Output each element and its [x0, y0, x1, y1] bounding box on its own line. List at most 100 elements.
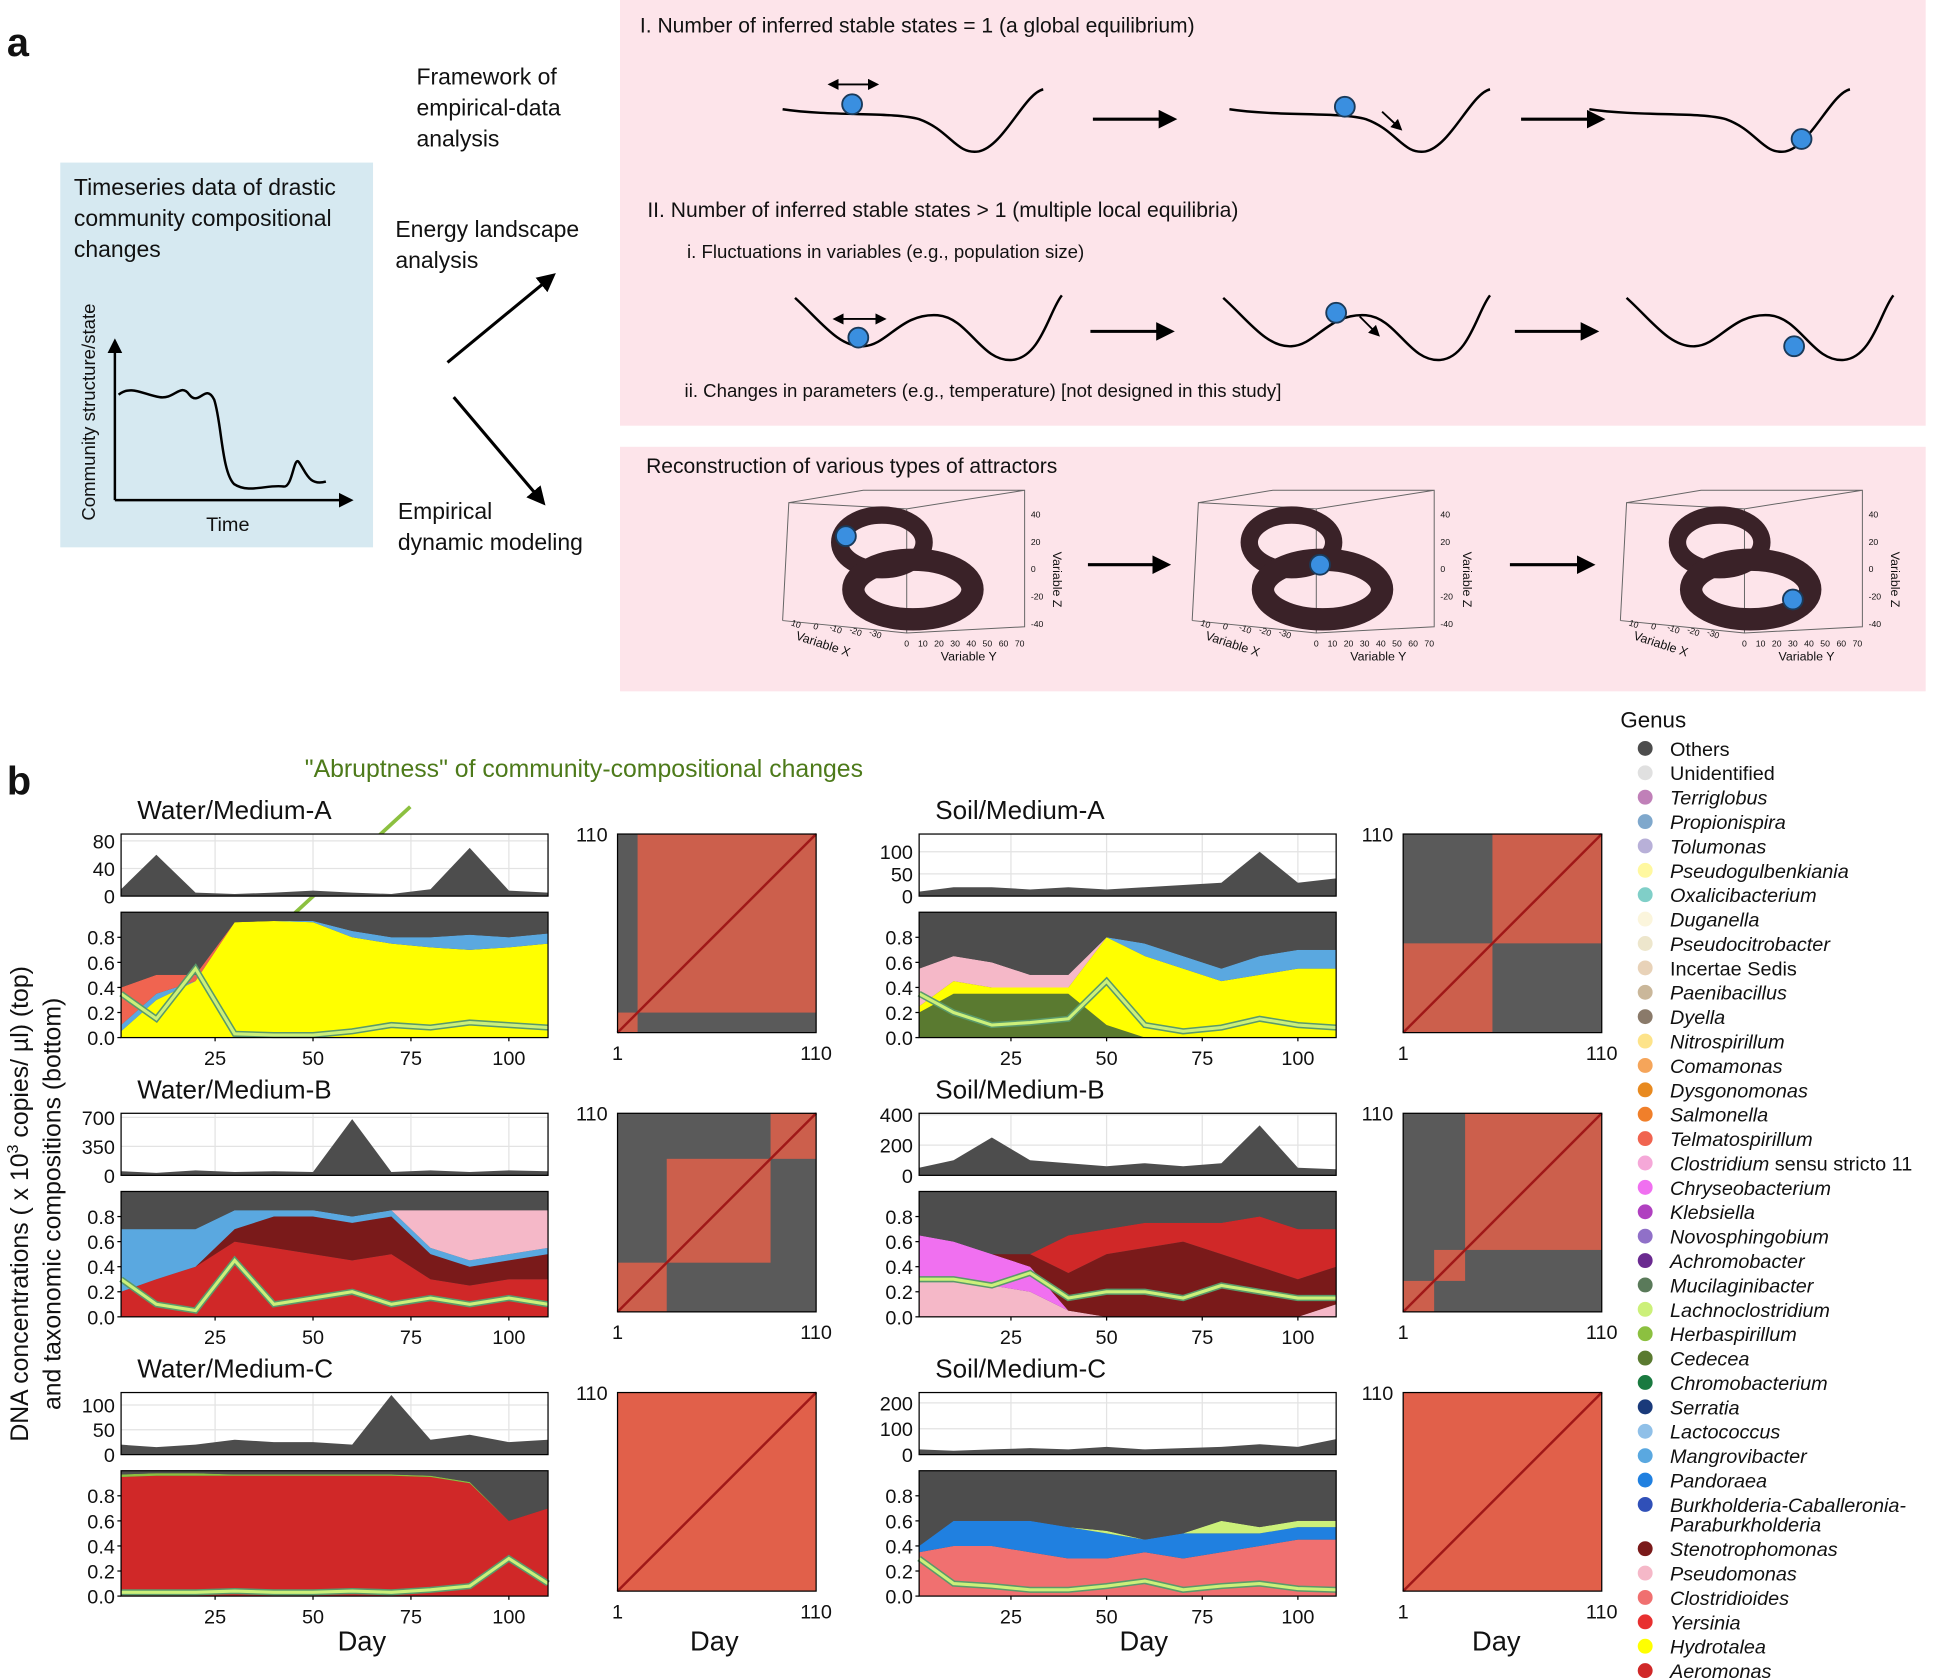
legend-marker [1637, 789, 1653, 805]
label: 40 [1031, 510, 1041, 520]
label: 350 [82, 1137, 115, 1159]
legend-marker [1637, 936, 1653, 951]
label: Stenotrophomonas [1670, 1539, 1838, 1561]
y-axis-label-part: copies/ µl) (top) [7, 966, 34, 1144]
label: 20 [1869, 537, 1879, 547]
label: 0.0 [885, 1307, 913, 1329]
legend-marker [1637, 1228, 1653, 1244]
label: -40 [1440, 619, 1453, 629]
label: 0.2 [885, 1003, 913, 1025]
label: 110 [1586, 1322, 1618, 1344]
label: 10 [918, 639, 928, 649]
label: 1 [1398, 1322, 1409, 1344]
label: 30 [950, 639, 960, 649]
label: 0 [1869, 564, 1874, 574]
landscape [1589, 88, 1851, 153]
label: Terriglobus [1670, 788, 1768, 810]
stack-area [919, 937, 1337, 1007]
label: 40 [1376, 639, 1386, 649]
label: 40 [93, 859, 115, 881]
label: Telmatospirillum [1670, 1129, 1813, 1151]
energy-box [620, 0, 1926, 426]
legend-marker [1637, 1057, 1653, 1073]
label: -20 [1258, 625, 1273, 639]
label: Framework of [416, 63, 557, 89]
legend-marker [1637, 1155, 1653, 1171]
stack-area [919, 912, 1337, 975]
label: Dysgonomonas [1670, 1080, 1808, 1102]
ball [1325, 301, 1348, 324]
label: Lactococcus [1670, 1422, 1780, 1444]
label: -20 [1440, 591, 1453, 601]
label: 100 [1281, 1606, 1314, 1628]
label: and taxonomic compositions (bottom) [39, 998, 66, 1410]
label: 60 [1408, 639, 1418, 649]
label: 0 [1031, 564, 1036, 574]
landscape [794, 294, 1063, 362]
legend-marker [1637, 1326, 1653, 1342]
label: 20 [1440, 537, 1450, 547]
plot-border [120, 833, 549, 897]
legend-marker [1637, 1472, 1653, 1488]
plot-border [918, 1391, 1337, 1456]
label: Soil/Medium-B [935, 1074, 1104, 1104]
ball [835, 525, 857, 548]
label: Serratia [1670, 1397, 1739, 1419]
label: i. Fluctuations in variables (e.g., popu… [687, 241, 1084, 262]
abruptness-line [121, 1556, 549, 1594]
stack-area [121, 1216, 549, 1292]
stack-area [919, 1216, 1337, 1280]
label: 1 [1398, 1601, 1409, 1623]
label: 0.6 [87, 1511, 115, 1533]
ball [1782, 588, 1804, 611]
label: 60 [1836, 639, 1846, 649]
label: -10 [1666, 622, 1681, 636]
label: 0.4 [885, 1257, 913, 1279]
label: 110 [576, 1104, 608, 1126]
label: 50 [302, 1606, 324, 1628]
legend-marker [1637, 838, 1653, 854]
label: 100 [492, 1048, 525, 1070]
ball [1333, 95, 1356, 118]
plot-border [120, 1112, 549, 1176]
label: Variable Y [1778, 649, 1834, 663]
label: 25 [1000, 1048, 1022, 1070]
label: 0.8 [87, 1486, 115, 1508]
label: Dyella [1670, 1007, 1725, 1029]
label: 0.4 [87, 1536, 115, 1558]
label: II. Number of inferred stable states > 1… [647, 199, 1238, 222]
landscape [1625, 294, 1895, 362]
stack-area [919, 993, 1337, 1038]
stack-area [919, 1470, 1337, 1546]
heatmap-diagonal [1402, 833, 1603, 1034]
label: 70 [1015, 639, 1025, 649]
label: 1 [612, 1601, 623, 1623]
heatmap-diagonal [1402, 1112, 1603, 1313]
label: 25 [204, 1327, 226, 1349]
label: Clostridioides [1670, 1588, 1789, 1610]
label: 1 [1398, 1043, 1409, 1065]
legend-marker [1637, 1399, 1653, 1415]
label: Oxalicibacterium [1670, 885, 1817, 907]
label: ii. Changes in parameters (e.g., tempera… [685, 380, 1282, 401]
label: 80 [93, 831, 115, 853]
stack-area [919, 1191, 1337, 1255]
label: Day [690, 1626, 739, 1657]
label: 110 [576, 824, 608, 846]
sketch-curve [117, 388, 327, 490]
label: 40 [1869, 510, 1879, 520]
label: analysis [416, 125, 499, 151]
label: -40 [1031, 619, 1044, 629]
label: 10 [1756, 639, 1766, 649]
label: Pseudogulbenkiania [1670, 861, 1849, 883]
label: -10 [1238, 622, 1253, 636]
legend-marker [1637, 740, 1653, 756]
legend-marker [1637, 1179, 1653, 1195]
label: Pseudocitrobacter [1670, 934, 1831, 956]
label: -30 [868, 627, 883, 641]
label: 110 [800, 1322, 832, 1344]
label: Day [1120, 1626, 1169, 1657]
label: 1 [612, 1322, 623, 1344]
label: 0 [902, 1445, 913, 1467]
